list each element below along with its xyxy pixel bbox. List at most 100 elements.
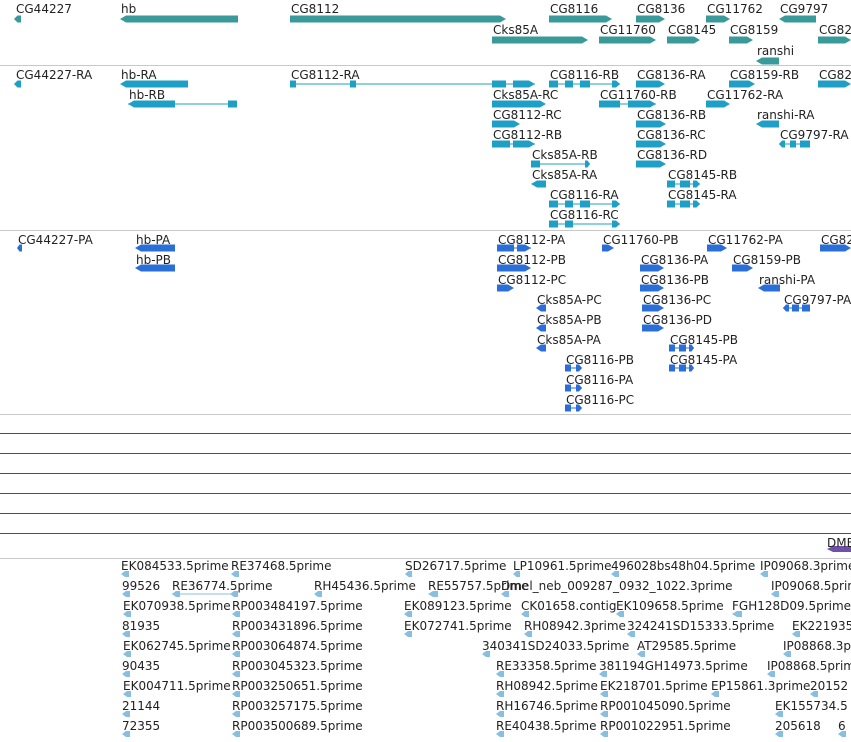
est-label[interactable]: RE36774.5prime — [172, 579, 273, 593]
dme-feature[interactable] — [827, 546, 851, 552]
gene-label[interactable]: CG9797 — [780, 2, 829, 16]
est-label[interactable]: IP09068.3prime — [760, 559, 851, 573]
est-mark[interactable] — [232, 671, 240, 677]
est-label[interactable]: 20152 — [810, 679, 849, 693]
est-label[interactable]: RH16746.5prime — [496, 699, 598, 713]
est-mark[interactable] — [232, 611, 240, 617]
est-label[interactable]: RP003064874.5prime — [232, 639, 363, 653]
est-mark[interactable] — [122, 631, 130, 637]
transcript-label[interactable]: CG11762-RA — [707, 88, 784, 102]
protein-exon[interactable] — [536, 324, 546, 332]
protein-label[interactable]: Cks85A-PC — [537, 293, 602, 307]
transcript-label[interactable]: CG11760-RB — [600, 88, 677, 102]
protein-label[interactable]: Cks85A-PB — [537, 313, 602, 327]
transcript-exon[interactable] — [120, 80, 188, 88]
est-mark[interactable] — [521, 611, 529, 617]
transcript-label[interactable]: CG8116-RA — [550, 188, 619, 202]
est-mark[interactable] — [404, 631, 412, 637]
transcript-label[interactable]: CG82 — [819, 68, 851, 82]
transcript-exon[interactable] — [636, 140, 666, 148]
est-label[interactable]: 6 — [838, 719, 846, 733]
protein-label[interactable]: Cks85A-PA — [537, 333, 601, 347]
protein-exon[interactable] — [802, 304, 810, 312]
gene-label[interactable]: hb — [121, 2, 137, 16]
dme-label[interactable]: DME — [827, 536, 851, 550]
transcript-exon[interactable] — [800, 140, 810, 148]
protein-label[interactable]: CG8116-PA — [566, 373, 634, 387]
est-mark[interactable] — [524, 631, 532, 637]
gene-feature[interactable] — [290, 15, 506, 23]
protein-exon[interactable] — [565, 364, 571, 372]
transcript-exon[interactable] — [513, 80, 535, 88]
transcript-label[interactable]: CG8136-RD — [637, 148, 708, 162]
est-mark[interactable] — [496, 711, 504, 717]
est-label[interactable]: CK01658.contig — [521, 599, 617, 613]
alignment-line[interactable] — [0, 493, 851, 494]
transcript-exon[interactable] — [636, 80, 665, 88]
transcript-exon[interactable] — [492, 100, 546, 108]
est-mark[interactable] — [501, 591, 509, 597]
gene-feature[interactable] — [549, 15, 612, 23]
est-mark[interactable] — [482, 651, 490, 657]
transcript-label[interactable]: CG8112-RC — [493, 108, 562, 122]
est-mark[interactable] — [232, 651, 240, 657]
protein-exon[interactable] — [669, 364, 675, 372]
protein-label[interactable]: CG8159-PB — [733, 253, 802, 267]
protein-exon[interactable] — [602, 244, 614, 252]
gene-label[interactable]: CG11760 — [600, 23, 656, 37]
gene-label[interactable]: CG11762 — [707, 2, 763, 16]
transcript-label[interactable]: CG44227-RA — [16, 68, 93, 82]
transcript-label[interactable]: CG8116-RC — [550, 208, 619, 222]
gene-feature[interactable] — [599, 36, 656, 44]
protein-exon[interactable] — [820, 244, 851, 252]
est-mark[interactable] — [122, 671, 130, 677]
est-mark[interactable] — [122, 731, 130, 737]
est-label[interactable]: RE40438.5prime — [496, 719, 597, 733]
protein-exon[interactable] — [792, 304, 799, 312]
est-mark[interactable] — [232, 691, 240, 697]
est-mark[interactable] — [513, 571, 520, 577]
est-label[interactable]: RE55757.5prime — [428, 579, 529, 593]
gene-feature[interactable] — [14, 15, 21, 23]
est-label[interactable]: 205618 — [775, 719, 821, 733]
protein-exon[interactable] — [642, 304, 664, 312]
gene-feature[interactable] — [667, 36, 700, 44]
protein-exon[interactable] — [576, 404, 582, 412]
transcript-label[interactable]: CG8136-RB — [637, 108, 707, 122]
protein-exon[interactable] — [135, 244, 175, 252]
est-mark[interactable] — [637, 651, 645, 657]
transcript-exon[interactable] — [531, 160, 540, 168]
gene-label[interactable]: CG8116 — [550, 2, 599, 16]
protein-exon[interactable] — [135, 264, 175, 272]
protein-label[interactable]: hb-PA — [136, 233, 171, 247]
est-label[interactable]: RP003500689.5prime — [232, 719, 363, 733]
protein-exon[interactable] — [565, 384, 571, 392]
protein-label[interactable]: CG8112-PA — [498, 233, 566, 247]
est-label[interactable]: 21144 — [122, 699, 161, 713]
alignment-line[interactable] — [0, 513, 851, 514]
est-mark[interactable] — [496, 671, 504, 677]
est-label[interactable]: Dmel_neb_009287_0932_1022.3prime — [501, 579, 733, 593]
transcript-label[interactable]: CG8112-RA — [291, 68, 360, 82]
est-label[interactable]: 72355 — [122, 719, 161, 733]
protein-exon[interactable] — [17, 244, 22, 252]
gene-label[interactable]: CG8112 — [291, 2, 340, 16]
est-label[interactable]: EK070938.5prime — [123, 599, 231, 613]
est-mark[interactable] — [231, 571, 239, 577]
est-label[interactable]: RP001045090.5prime — [600, 699, 731, 713]
transcript-exon[interactable] — [636, 120, 666, 128]
gene-label[interactable]: CG8136 — [637, 2, 686, 16]
protein-exon[interactable] — [536, 344, 546, 352]
est-mark[interactable] — [232, 731, 240, 737]
est-label[interactable]: 324241SD15333.5prime — [627, 619, 775, 633]
est-mark[interactable] — [496, 691, 504, 697]
protein-exon[interactable] — [497, 284, 514, 292]
est-label[interactable]: EK072741.5prime — [404, 619, 512, 633]
est-label[interactable]: SD26717.5prime — [405, 559, 507, 573]
est-mark[interactable] — [810, 691, 818, 697]
est-mark[interactable] — [404, 611, 412, 617]
est-label[interactable]: EP15861.3prime — [711, 679, 811, 693]
protein-label[interactable]: CG8116-PC — [566, 393, 635, 407]
transcript-label[interactable]: CG8136-RC — [637, 128, 706, 142]
est-mark[interactable] — [314, 591, 322, 597]
